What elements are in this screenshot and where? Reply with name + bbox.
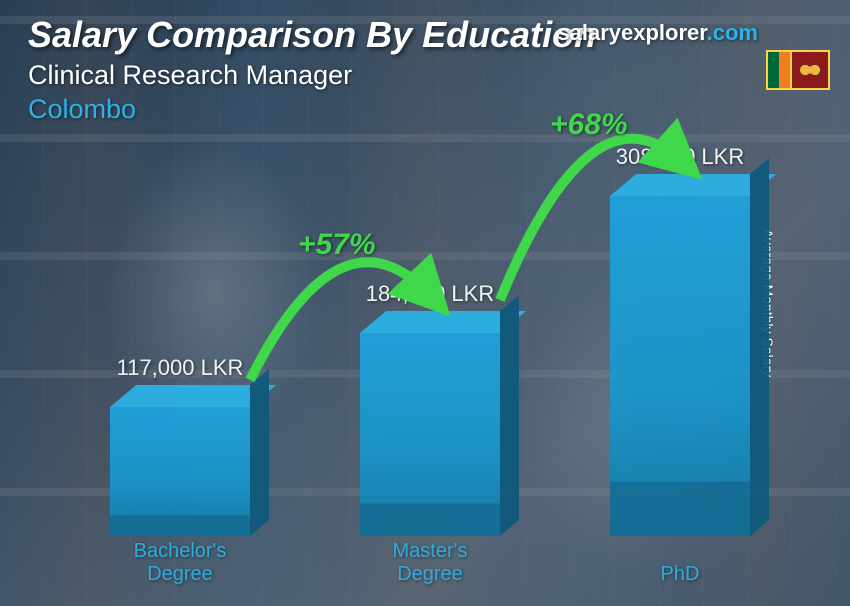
bar-label-1: Master'sDegree bbox=[340, 540, 520, 586]
increase-label-1: +68% bbox=[550, 108, 628, 142]
watermark-main: salaryexplorer bbox=[557, 20, 706, 45]
sri-lanka-flag-icon bbox=[766, 50, 830, 90]
page-title: Salary Comparison By Education bbox=[28, 14, 596, 56]
location-label: Colombo bbox=[28, 94, 136, 125]
increase-arc-1 bbox=[60, 140, 790, 540]
page-subtitle: Clinical Research Manager bbox=[28, 60, 352, 91]
content-layer: Salary Comparison By Education Clinical … bbox=[0, 0, 850, 606]
watermark: salaryexplorer.com bbox=[557, 20, 758, 46]
bar-label-0: Bachelor'sDegree bbox=[90, 540, 270, 586]
bar-label-2: PhD bbox=[590, 563, 770, 586]
bar-chart: 117,000 LKRBachelor'sDegree184,000 LKRMa… bbox=[60, 140, 790, 536]
watermark-suffix: .com bbox=[707, 20, 758, 45]
